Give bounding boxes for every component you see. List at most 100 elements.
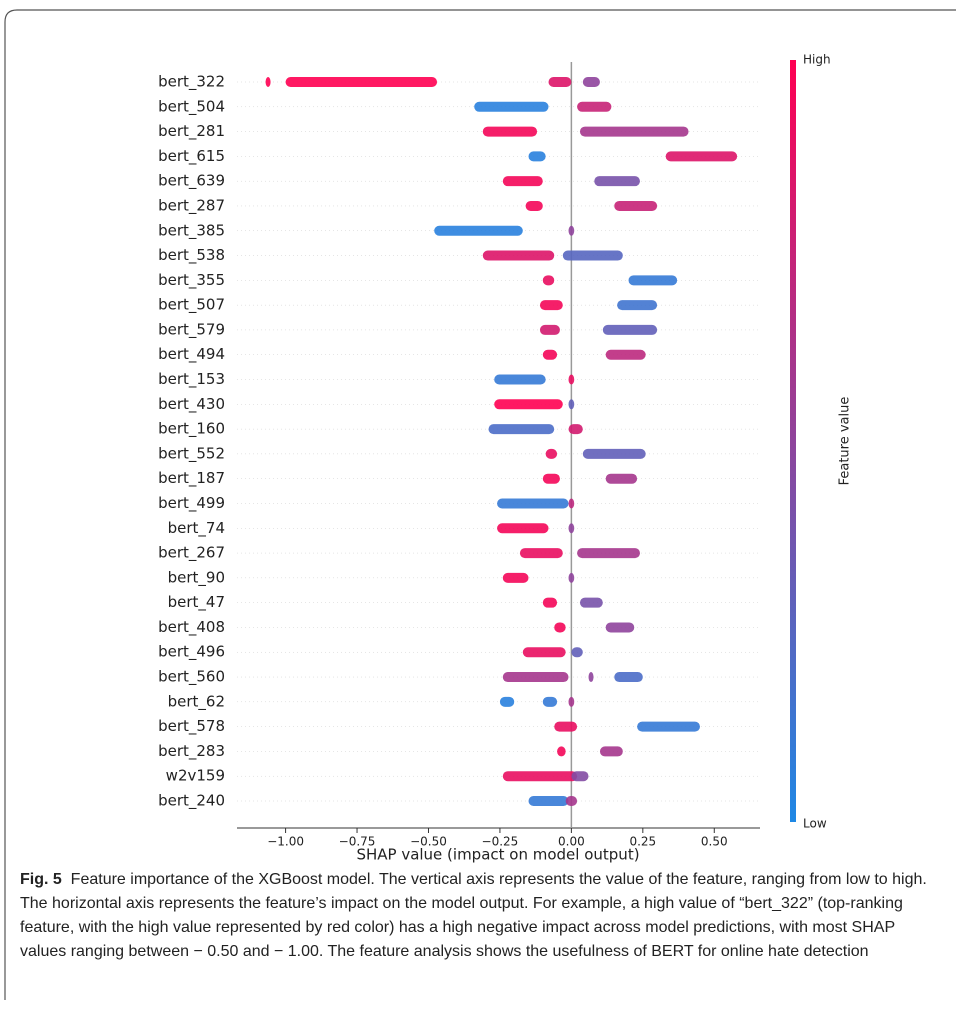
swarm-cluster — [599, 746, 623, 757]
x-tick-label: 0.50 — [701, 835, 728, 849]
swarm-cluster — [539, 300, 563, 311]
swarm-cluster — [568, 696, 575, 707]
swarm-cluster — [494, 399, 563, 410]
swarm-cluster — [474, 101, 549, 112]
colorbar — [790, 60, 796, 822]
swarm-cluster — [614, 672, 643, 683]
x-tick-label: −0.50 — [410, 835, 447, 849]
caption-label: Fig. 5 — [20, 871, 62, 888]
y-tick-label: bert_187 — [158, 469, 225, 488]
swarm-cluster — [265, 77, 271, 87]
swarm-cluster — [582, 77, 600, 87]
swarm-cluster — [502, 572, 529, 583]
swarm-cluster — [285, 77, 438, 87]
y-tick-label: bert_160 — [158, 420, 225, 439]
swarm-cluster — [554, 622, 566, 633]
swarm-cluster — [562, 250, 623, 261]
swarm-cluster — [665, 151, 738, 162]
swarm-cluster — [542, 597, 558, 608]
swarm-cluster — [568, 225, 575, 236]
swarm-cluster — [542, 696, 558, 707]
colorbar-high: High — [803, 53, 831, 67]
swarm-cluster — [577, 548, 640, 559]
swarm-cluster — [617, 300, 658, 311]
y-tick-label: w2v159 — [166, 767, 225, 785]
swarm-cluster — [482, 250, 555, 261]
y-tick-label: bert_494 — [158, 345, 225, 364]
swarm-cluster — [554, 721, 578, 732]
y-tick-label: bert_499 — [158, 494, 225, 513]
swarm-cluster — [542, 473, 560, 484]
y-tick-label: bert_615 — [158, 147, 225, 166]
swarm-cluster — [557, 746, 566, 757]
caption-text: Feature importance of the XGBoost model.… — [20, 871, 927, 960]
y-tick-label: bert_507 — [158, 296, 225, 315]
swarm-cluster — [637, 721, 700, 732]
frame — [4, 9, 956, 1000]
swarm-cluster — [568, 498, 575, 509]
swarm-cluster — [522, 647, 566, 658]
swarm-cluster — [577, 101, 612, 112]
swarm-cluster — [571, 771, 589, 782]
x-tick-label: 0.25 — [629, 835, 656, 849]
y-tick-label: bert_74 — [168, 519, 225, 538]
swarm-cluster — [519, 548, 563, 559]
y-tick-label: bert_287 — [158, 196, 225, 215]
swarm-cluster — [499, 696, 515, 707]
swarm-cluster — [525, 200, 543, 211]
swarm-cluster — [568, 572, 575, 583]
swarm-cluster — [502, 771, 578, 782]
swarm-cluster — [502, 672, 569, 683]
swarm-cluster — [528, 151, 546, 162]
x-tick-label: −0.25 — [482, 835, 519, 849]
swarm-cluster — [528, 796, 569, 806]
swarm-cluster — [605, 473, 638, 484]
swarm-cluster — [482, 126, 538, 137]
y-tick-label: bert_560 — [158, 668, 225, 687]
swarm-cluster — [568, 399, 575, 410]
y-tick-label: bert_579 — [158, 320, 225, 339]
y-tick-label: bert_385 — [158, 221, 225, 240]
swarm-cluster — [568, 523, 575, 534]
swarm-cluster — [488, 424, 555, 435]
swarm-cluster — [605, 622, 635, 633]
swarm-cluster — [497, 498, 569, 509]
y-tick-label: bert_430 — [158, 395, 225, 414]
y-tick-label: bert_47 — [168, 593, 225, 612]
y-tick-label: bert_283 — [158, 742, 225, 761]
swarm-cluster — [628, 275, 678, 286]
y-tick-label: bert_355 — [158, 271, 225, 290]
swarm-cluster — [545, 448, 558, 459]
y-tick-label: bert_538 — [158, 246, 225, 265]
x-tick-label: 0.00 — [558, 835, 585, 849]
swarm-cluster — [602, 324, 658, 335]
y-tick-label: bert_153 — [158, 370, 225, 389]
colorbar-low: Low — [803, 817, 827, 831]
swarm-cluster — [542, 349, 558, 360]
swarm-cluster — [594, 176, 640, 187]
swarm-cluster — [548, 77, 572, 87]
y-tick-label: bert_322 — [158, 73, 225, 92]
swarm-cluster — [497, 523, 549, 534]
swarm-cluster — [568, 374, 575, 385]
y-tick-label: bert_552 — [158, 444, 225, 463]
swarm-cluster — [579, 597, 603, 608]
x-axis-label: SHAP value (impact on model output) — [356, 846, 639, 864]
swarm-cluster — [582, 448, 646, 459]
swarm-cluster — [434, 225, 523, 236]
y-tick-label: bert_639 — [158, 172, 225, 191]
swarm-cluster — [502, 176, 543, 187]
swarm-cluster — [571, 647, 583, 658]
y-tick-label: bert_578 — [158, 717, 225, 736]
y-tick-label: bert_267 — [158, 544, 225, 563]
x-tick-label: −1.00 — [267, 835, 304, 849]
swarm-cluster — [568, 424, 583, 435]
y-tick-label: bert_240 — [158, 792, 225, 811]
y-tick-label: bert_62 — [168, 692, 225, 711]
swarm-cluster — [539, 324, 560, 335]
swarm-cluster — [565, 796, 578, 806]
swarm-cluster — [614, 200, 658, 211]
y-tick-label: bert_408 — [158, 618, 225, 637]
